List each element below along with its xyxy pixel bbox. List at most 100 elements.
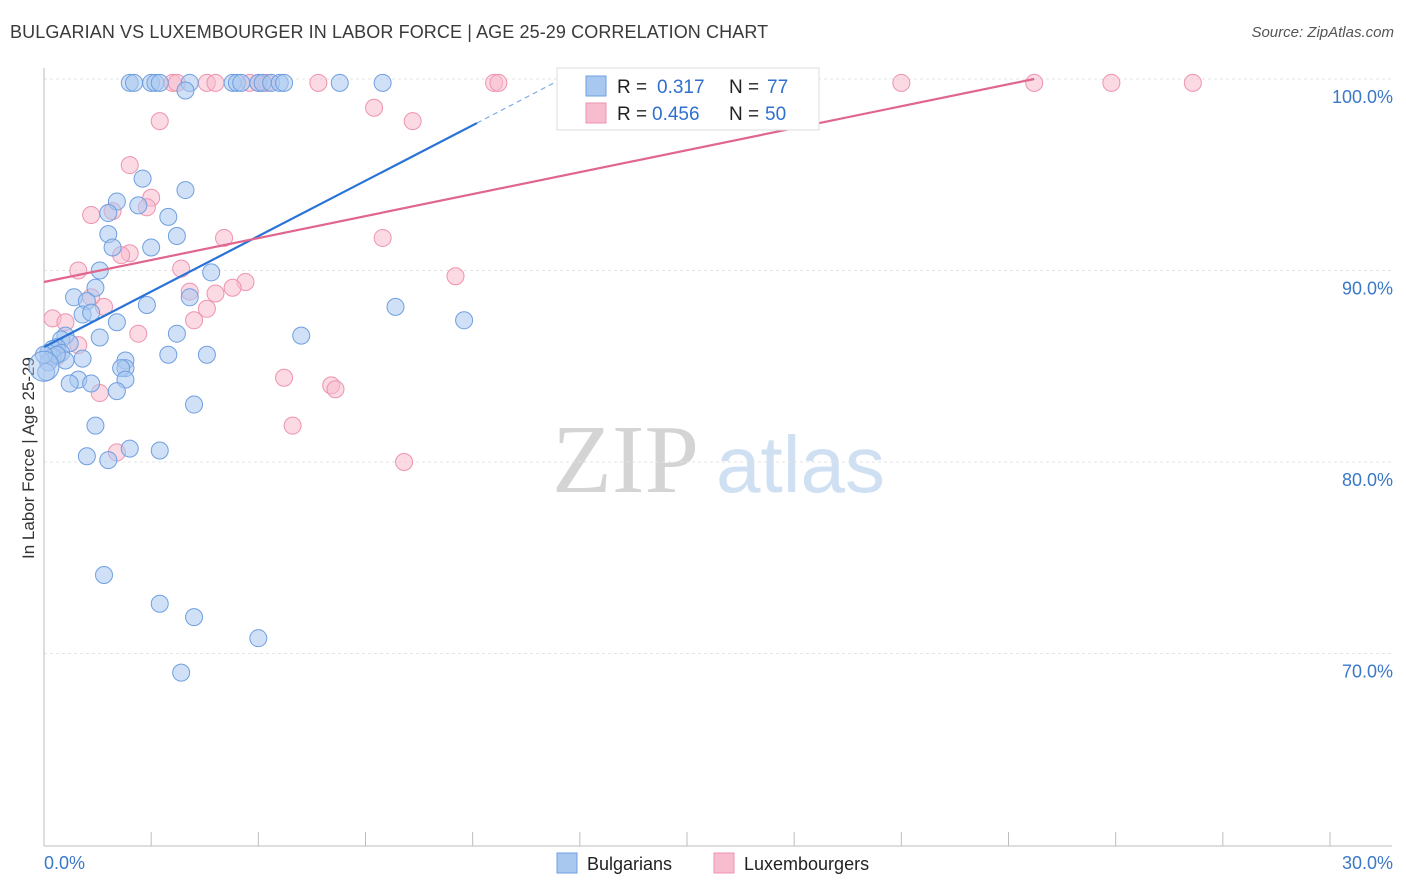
luxembourgers-point-31 <box>223 278 242 297</box>
luxembourgers-point-15 <box>365 98 384 117</box>
bulgarians-point-37 <box>107 313 126 332</box>
luxembourgers-point-18 <box>120 156 139 175</box>
luxembourgers-point-40 <box>129 324 148 343</box>
luxembourgers-trend-line <box>43 77 1035 284</box>
legend-n-value-1: 77 <box>767 77 788 98</box>
luxembourgers-point-8 <box>309 73 328 92</box>
luxembourgers-point-47 <box>283 416 302 435</box>
bulgarians-point-68 <box>77 447 96 466</box>
bulgarians-point-38 <box>455 311 474 330</box>
luxembourgers-point-16 <box>403 112 422 131</box>
bulgarians-point-17 <box>133 169 152 188</box>
y-tick-label-100: 100.0% <box>1332 87 1393 107</box>
bulgarians-point-61 <box>60 374 79 393</box>
bulgarians-point-64 <box>185 395 204 414</box>
luxembourgers-point-17 <box>150 112 169 131</box>
bulgarians-point-32 <box>137 295 156 314</box>
correlation-legend: R = 0.317 N = 77 R = 0.456 N = 50 <box>556 67 820 131</box>
trend-lines <box>43 77 1035 349</box>
y-tick-label-80: 80.0% <box>1342 470 1393 490</box>
bulgarians-point-1 <box>125 73 144 92</box>
bulgarians-point-20 <box>129 196 148 215</box>
watermark-atlas: atlas <box>716 420 885 509</box>
series-legend-label-bulgarians: Bulgarians <box>587 854 672 874</box>
gridlines <box>44 78 1392 654</box>
bulgarians-trend-extension <box>476 82 555 124</box>
series-legend-swatch-bulgarians <box>556 852 578 874</box>
series-legend-swatch-luxembourgers <box>713 852 735 874</box>
bulgarians-point-63 <box>107 382 126 401</box>
luxembourgers-point-3 <box>206 73 225 92</box>
bulgarians-point-18 <box>176 181 195 200</box>
source-credit: Source: ZipAtlas.com <box>1251 24 1394 41</box>
legend-n-label-2: N = <box>729 104 759 125</box>
bulgarians-cluster-point <box>28 350 60 382</box>
legend-r-value-1: 0.317 <box>657 77 705 98</box>
bulgarians-point-75 <box>172 663 191 682</box>
x-ticks: 0.0% 30.0% <box>43 832 1393 873</box>
bulgarians-point-33 <box>180 288 199 307</box>
bulgarians-point-15 <box>373 73 392 92</box>
luxembourgers-point-43 <box>275 368 294 387</box>
axes <box>43 68 1392 847</box>
bulgarians-trend-line <box>43 122 478 349</box>
luxembourgers-point-45 <box>326 380 345 399</box>
bulgarians-point-43 <box>90 328 109 347</box>
bulgarians-point-28 <box>202 263 221 282</box>
luxembourgers-point-33 <box>206 284 225 303</box>
legend-swatch-luxembourgers <box>585 102 607 124</box>
y-tick-labels: 70.0% 80.0% 90.0% 100.0% <box>1332 87 1393 682</box>
luxembourgers-point-14 <box>1183 73 1202 92</box>
bulgarians-point-62 <box>82 374 101 393</box>
y-tick-label-70: 70.0% <box>1342 662 1393 682</box>
bulgarians-point-26 <box>142 238 161 257</box>
bulgarians-point-4 <box>150 73 169 92</box>
series-legend: Bulgarians Luxembourgers <box>556 852 869 874</box>
y-tick-label-90: 90.0% <box>1342 279 1393 299</box>
luxembourgers-point-21 <box>82 205 101 224</box>
bulgarians-point-25 <box>103 238 122 257</box>
bulgarians-point-53 <box>73 349 92 368</box>
legend-r-label-1: R = <box>617 77 647 98</box>
bulgarians-point-71 <box>95 565 114 584</box>
legend-r-value-2: 0.456 <box>652 104 700 125</box>
bulgarians-point-74 <box>249 629 268 648</box>
watermark-zip: ZIP <box>552 406 699 514</box>
bulgarians-point-66 <box>150 441 169 460</box>
luxembourgers-point-23 <box>215 228 234 247</box>
bulgarians-point-13 <box>275 73 294 92</box>
luxembourgers-point-36 <box>197 299 216 318</box>
bulgarians-point-55 <box>197 345 216 364</box>
luxembourgers-point-11 <box>892 73 911 92</box>
y-axis-label: In Labor Force | Age 25-29 <box>19 357 38 559</box>
luxembourgers-point-28 <box>172 259 191 278</box>
bulgarians-point-72 <box>150 594 169 613</box>
luxembourgers-point-12 <box>1025 73 1044 92</box>
bulgarians-point-8 <box>232 73 251 92</box>
bulgarians-point-65 <box>86 416 105 435</box>
luxembourgers-point-13 <box>1102 73 1121 92</box>
bulgarians-points <box>28 73 474 682</box>
legend-n-label-1: N = <box>729 77 759 98</box>
bulgarians-point-29 <box>86 278 105 297</box>
bulgarians-point-67 <box>120 439 139 458</box>
bulgarians-point-14 <box>330 73 349 92</box>
luxembourgers-point-24 <box>373 228 392 247</box>
luxembourgers-point-39 <box>185 311 204 330</box>
x-tick-label-min: 0.0% <box>44 853 85 873</box>
luxembourgers-point-29 <box>446 267 465 286</box>
bulgarians-point-73 <box>185 608 204 627</box>
luxembourgers-point-49 <box>395 453 414 471</box>
x-tick-label-max: 30.0% <box>1342 853 1393 873</box>
luxembourgers-point-10 <box>489 73 508 92</box>
bulgarians-point-24 <box>167 227 186 246</box>
bulgarians-point-54 <box>159 345 178 364</box>
legend-r-label-2: R = <box>617 104 647 125</box>
bulgarians-point-42 <box>292 326 311 345</box>
bulgarians-point-22 <box>159 207 178 226</box>
watermark: ZIP atlas <box>552 406 885 514</box>
legend-n-value-2: 50 <box>765 104 786 125</box>
legend-swatch-bulgarians <box>585 75 607 97</box>
bulgarians-point-34 <box>386 297 405 316</box>
